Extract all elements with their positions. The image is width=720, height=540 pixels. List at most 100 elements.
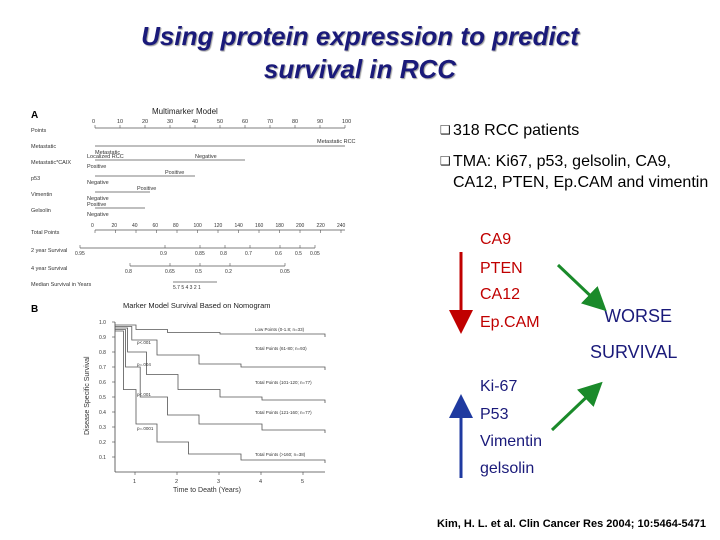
bullet-item: ❑ 318 RCC patients [440,120,715,141]
km-y-tick-label: 0.2 [99,440,106,446]
total-tick-label: 220 [317,223,326,229]
total-tick-label: 240 [337,223,346,229]
points-tick-label: 30 [167,119,173,125]
two-year-tick-label: 0.8 [220,251,227,257]
metastatic-left-label: Metastatic [95,150,120,156]
km-y-tick-label: 0.3 [99,425,106,431]
worse-marker: CA12 [480,286,521,303]
points-tick-label: 70 [267,119,273,125]
panel-a-title: Multimarker Model [152,107,218,116]
total-tick-label: 120 [214,223,223,229]
panel-b-title: Marker Model Survival Based on Nomogram [123,301,271,310]
p53-positive-label: Positive [165,170,184,176]
total-tick-label: 100 [194,223,203,229]
nomogram-axes: 0 10 20 30 40 50 60 70 80 90 100 Metastatic Metastat… [75,119,356,291]
km-curve [115,326,326,370]
nomogram-row-label: 2 year Survival [31,248,67,254]
nomogram-row-label: Total Points [31,230,60,236]
km-y-tick-label: 0.4 [99,410,106,416]
points-tick-label: 40 [192,119,198,125]
title-line-2: survival in RCC [263,54,457,84]
km-y-tick-label: 0.9 [99,335,106,341]
km-y-tick-label: 1.0 [99,320,106,326]
nomogram-row-label: 4 year Survival [31,266,67,272]
bullet-list: ❑ 318 RCC patients ❑ TMA: Ki67, p53, gel… [440,120,715,203]
two-year-tick-label: 0.5 [295,251,302,257]
points-tick-label: 100 [342,119,351,125]
points-tick-label: 20 [142,119,148,125]
km-curve [115,327,326,403]
points-tick-label: 60 [242,119,248,125]
km-curve [115,324,326,337]
two-year-tick-label: 0.7 [245,251,252,257]
total-tick-label: 140 [235,223,244,229]
km-x-tick-label: 4 [259,479,262,485]
outcome-survival: SURVIVAL [590,342,678,362]
four-year-tick-label: 0.8 [125,269,132,275]
caix-negative-label: Negative [195,154,217,160]
km-x-tick-label: 5 [301,479,304,485]
four-year-tick-label: 0.05 [280,269,290,275]
total-tick-label: 200 [296,223,305,229]
total-tick-label: 20 [112,223,118,229]
nomogram-row-label: Metastatic [31,144,56,150]
nomogram-figure: A Multimarker Model Points Metastatic Meta… [31,107,356,494]
four-year-tick-label: 0.65 [165,269,175,275]
gelsolin-positive-label: Positive [87,202,106,208]
worse-marker: CA9 [480,231,512,248]
km-y-tick-label: 0.5 [99,395,106,401]
two-year-tick-label: 0.9 [160,251,167,257]
caix-localized-label: Localized RCC [87,154,124,160]
gelsolin-negative-label: Negative [87,212,109,218]
nomogram-row-label: Gelsolin [31,208,51,214]
km-y-tick-label: 0.1 [99,455,106,461]
bullet-item: ❑ TMA: Ki67, p53, gelsolin, CA9, CA12, P… [440,151,715,193]
checkbox-icon: ❑ [440,123,451,137]
median-tick-labels: 5.7 5 4 3 2 1 [173,285,201,291]
green-arrow-icon [556,263,607,312]
km-curve-label: Total Points (121-160; n=77) [255,410,312,415]
bullet-text: 318 RCC patients [453,122,580,139]
nomogram-row-label: Metastatic*CAIX [31,160,71,166]
km-x-tick-label: 3 [217,479,220,485]
total-tick-label: 80 [173,223,179,229]
four-year-tick-label: 0.5 [195,269,202,275]
nomogram-row-label: Median Survival in Years [31,282,91,288]
km-p-label: p<.001 [137,340,151,345]
four-year-tick-label: 0.2 [225,269,232,275]
panel-b-letter: B [31,304,38,315]
vimentin-negative-label: Negative [87,196,109,202]
km-y-label: Disease Specific Survival [84,356,91,435]
checkbox-icon: ❑ [440,154,451,168]
km-p-label: p<.001 [137,392,151,397]
total-tick-label: 40 [132,223,138,229]
two-year-tick-label: 0.95 [75,251,85,257]
nomogram-rows: Points Metastatic Metastatic*CAIX p53 Viment… [31,128,91,288]
km-y-tick-label: 0.7 [99,365,106,371]
panel-a-letter: A [31,110,38,121]
two-year-tick-label: 0.85 [195,251,205,257]
nomogram-row-label: p53 [31,176,40,182]
vimentin-positive-label: Positive [137,186,156,192]
two-year-tick-label: 0.6 [275,251,282,257]
green-arrow-icon [550,381,603,432]
km-plot: 1.0 0.9 0.8 0.7 0.6 0.5 0.4 0.3 0.2 0.1 1 2 3 4 5 Low P… [99,320,326,485]
citation: Kim, H. L. et al. Clin Cancer Res 2004; … [436,518,706,530]
points-tick-label: 50 [217,119,223,125]
points-tick-label: 90 [317,119,323,125]
slide-title: Using protein expression to predict surv… [0,20,720,86]
better-marker: P53 [480,406,509,423]
worse-marker: Ep.CAM [480,314,540,331]
total-tick-label: 160 [255,223,264,229]
points-tick-label: 0 [92,119,95,125]
km-y-tick-label: 0.8 [99,350,106,356]
better-marker: gelsolin [480,460,535,477]
km-curve [115,329,326,433]
total-tick-label: 60 [153,223,159,229]
nomogram-row-label: Vimentin [31,192,52,198]
km-curve-label: Low Points (0-1.8; n=33) [255,327,305,332]
better-marker: Ki-67 [480,378,518,395]
nomogram-row-label: Points [31,128,47,134]
caix-positive-label: Positive [87,164,106,170]
